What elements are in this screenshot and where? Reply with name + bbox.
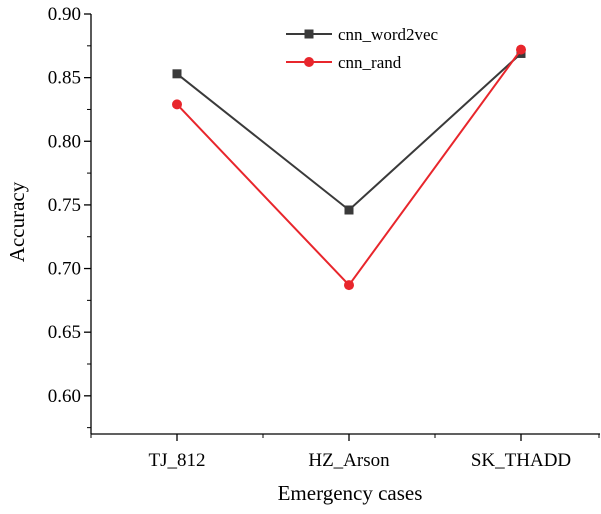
series-line bbox=[176, 49, 522, 287]
legend: cnn_word2vec cnn_rand bbox=[286, 25, 439, 72]
x-tick-label: SK_THADD bbox=[471, 450, 571, 471]
series-layer bbox=[172, 44, 526, 291]
axes bbox=[90, 14, 600, 435]
y-tick-label: 0.75 bbox=[48, 195, 81, 216]
ticks: 0.60 0.65 0.70 0.75 0.80 0.85 0.90 TJ_812 HZ_Ars… bbox=[48, 4, 600, 471]
legend-label: cnn_word2vec bbox=[338, 25, 439, 44]
x-tick-label: HZ_Arson bbox=[308, 450, 390, 471]
y-axis-title: Accuracy bbox=[5, 181, 29, 262]
data-point bbox=[172, 99, 182, 110]
legend-marker bbox=[304, 57, 314, 67]
data-point bbox=[344, 205, 354, 215]
series-cnn_word2vec bbox=[172, 48, 526, 215]
legend-item: cnn_rand bbox=[286, 53, 402, 72]
y-tick-label: 0.60 bbox=[48, 386, 81, 407]
legend-label: cnn_rand bbox=[338, 53, 402, 72]
y-tick-label: 0.65 bbox=[48, 322, 81, 343]
data-point bbox=[172, 69, 182, 79]
legend-item: cnn_word2vec bbox=[286, 25, 439, 44]
y-tick-label: 0.85 bbox=[48, 68, 81, 89]
y-tick-label: 0.80 bbox=[48, 131, 81, 152]
y-tick-label: 0.70 bbox=[48, 259, 81, 280]
series-cnn_rand bbox=[172, 44, 526, 291]
legend-marker bbox=[304, 29, 314, 39]
x-axis-title: Emergency cases bbox=[278, 481, 423, 505]
series-line bbox=[176, 52, 522, 212]
data-point bbox=[516, 44, 526, 55]
data-point bbox=[344, 280, 354, 291]
x-tick-label: TJ_812 bbox=[149, 450, 206, 471]
y-tick-label: 0.90 bbox=[48, 4, 81, 25]
